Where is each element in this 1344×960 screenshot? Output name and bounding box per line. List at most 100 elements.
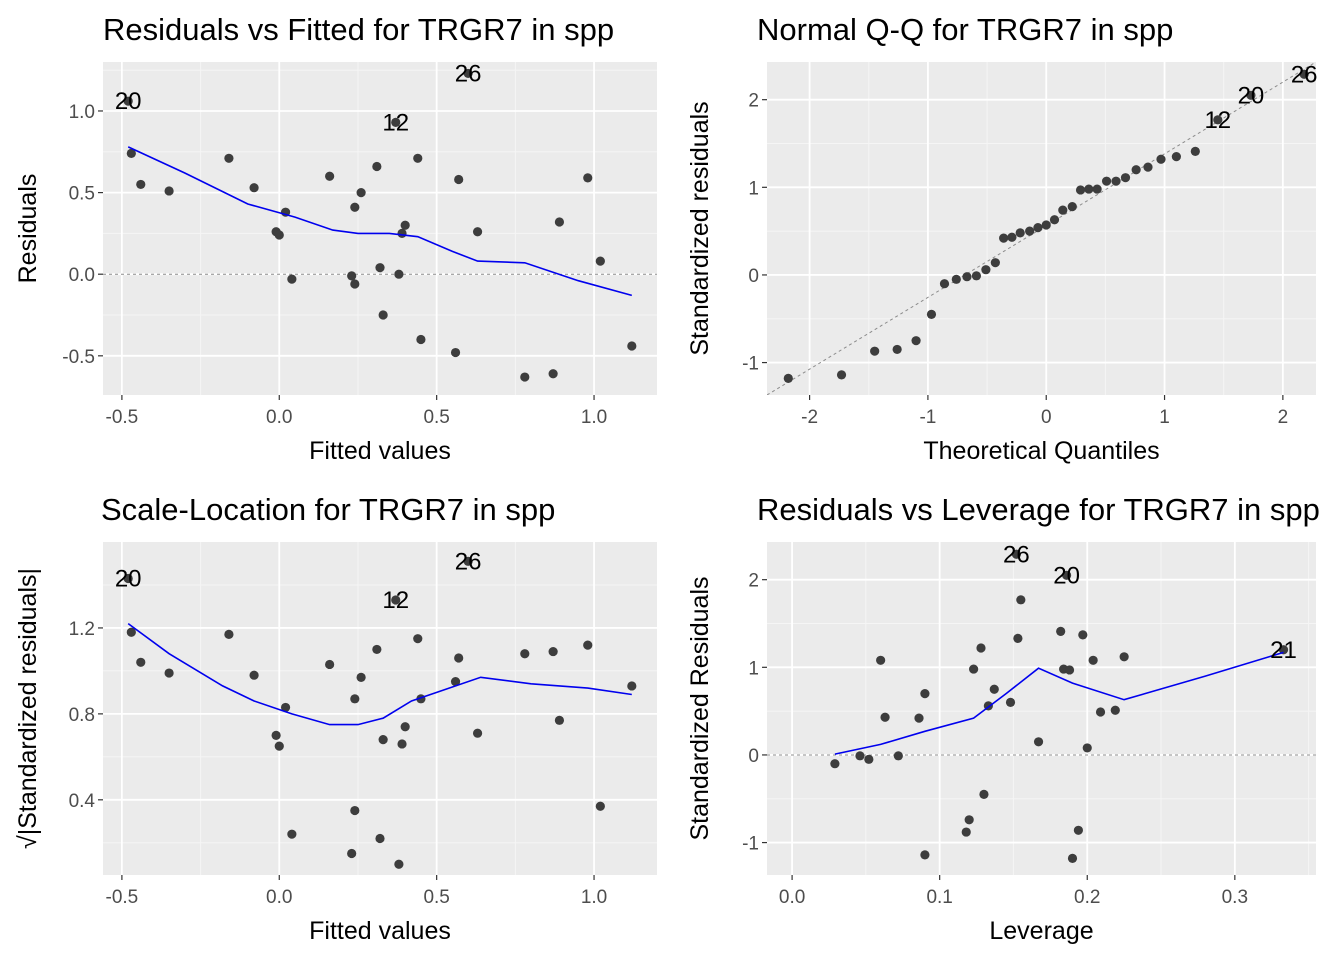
data-point — [583, 173, 593, 183]
plot-panel-3: 20 26 12 -0.5 0.0 0.5 1.0 0.4 0.8 1.2 Scale-Locati… — [14, 492, 657, 945]
data-point — [1025, 226, 1035, 236]
y-tick-label: -1 — [742, 354, 759, 375]
data-point — [1088, 655, 1098, 665]
x-axis-label: Fitted values — [309, 437, 451, 465]
data-point — [136, 657, 146, 667]
data-point — [880, 712, 890, 722]
data-point — [1007, 232, 1017, 242]
y-tick-label: 1.0 — [69, 102, 95, 123]
data-point — [1101, 176, 1112, 186]
plot-area — [767, 62, 1316, 395]
data-point — [287, 829, 297, 839]
data-point — [520, 372, 530, 382]
data-point — [274, 230, 284, 240]
data-point — [372, 161, 382, 172]
data-point — [1033, 223, 1043, 233]
x-tick-label: 0.5 — [423, 407, 449, 428]
data-point — [1156, 154, 1166, 164]
data-point — [356, 672, 366, 682]
data-point — [961, 827, 971, 837]
data-point — [951, 274, 961, 284]
y-tick-label: -1 — [742, 834, 759, 855]
data-point — [454, 653, 464, 663]
data-point — [1016, 595, 1026, 605]
data-point — [1073, 825, 1083, 835]
x-tick-label: -0.5 — [106, 887, 139, 908]
data-point — [554, 217, 565, 227]
panel-background — [103, 542, 657, 875]
data-point — [472, 227, 483, 237]
y-tick-label: 0 — [748, 746, 759, 767]
data-point — [893, 751, 903, 761]
x-tick-label: 0.0 — [266, 407, 292, 428]
data-point — [1033, 737, 1044, 747]
data-point — [1111, 176, 1121, 186]
data-point — [350, 694, 360, 704]
data-point — [920, 689, 930, 699]
data-point — [1056, 626, 1066, 636]
data-point — [554, 715, 565, 725]
x-axis-label: Theoretical Quantiles — [923, 437, 1159, 465]
data-point — [1095, 707, 1106, 717]
data-point — [454, 174, 464, 185]
y-axis-label: Standardized residuals — [686, 101, 714, 355]
data-point — [976, 643, 986, 653]
data-point — [394, 269, 404, 279]
y-tick-label: 2 — [748, 571, 759, 592]
data-point — [964, 815, 974, 825]
plot-area — [123, 556, 637, 869]
data-point — [962, 272, 972, 282]
data-point — [397, 228, 407, 238]
y-axis-label: √|Standardized residuals| — [14, 568, 42, 849]
data-point — [583, 640, 593, 650]
y-tick-label: 0.5 — [69, 184, 95, 205]
data-point — [1049, 215, 1060, 225]
data-point — [375, 833, 385, 844]
outlier-label: 20 — [1238, 82, 1265, 109]
chart-title: Normal Q-Q for TRGR7 in spp — [757, 12, 1173, 47]
data-point — [287, 274, 297, 284]
data-point — [1119, 652, 1129, 662]
y-tick-label: 1 — [748, 178, 759, 199]
data-point — [350, 279, 360, 289]
data-point — [969, 664, 979, 674]
outlier-label: 12 — [1204, 107, 1231, 134]
data-point — [164, 186, 174, 196]
outlier-label: 26 — [1003, 541, 1030, 568]
data-point — [1131, 165, 1141, 175]
panel-background — [767, 542, 1316, 875]
data-point — [391, 117, 401, 127]
data-point — [548, 646, 558, 657]
data-point — [378, 310, 388, 320]
data-point — [1067, 853, 1078, 863]
y-tick-label: 0.0 — [69, 265, 95, 286]
data-point — [136, 179, 146, 190]
data-point — [627, 341, 637, 351]
data-point — [413, 634, 423, 644]
data-point — [1015, 228, 1025, 238]
y-tick-label: 0.4 — [69, 791, 96, 812]
data-point — [347, 848, 357, 859]
y-tick-label: -0.5 — [62, 347, 95, 368]
data-point — [1120, 173, 1131, 183]
smooth-trend-line — [127, 146, 633, 297]
data-point — [372, 644, 382, 655]
qq-reference-line — [767, 62, 1316, 395]
data-point — [123, 96, 133, 106]
outlier-label: 12 — [382, 109, 409, 136]
data-point — [1058, 205, 1068, 215]
data-point — [1078, 630, 1088, 640]
data-point — [548, 369, 558, 379]
x-tick-label: 1.0 — [581, 407, 607, 428]
x-tick-label: -0.5 — [106, 407, 139, 428]
y-tick-label: 2 — [748, 91, 759, 112]
data-point — [520, 649, 530, 659]
data-point — [876, 655, 886, 665]
data-point — [350, 202, 360, 212]
x-axis-label: Leverage — [989, 917, 1093, 945]
data-point — [249, 183, 259, 193]
data-point — [1067, 201, 1077, 212]
data-point — [325, 659, 335, 670]
data-point — [280, 702, 291, 713]
